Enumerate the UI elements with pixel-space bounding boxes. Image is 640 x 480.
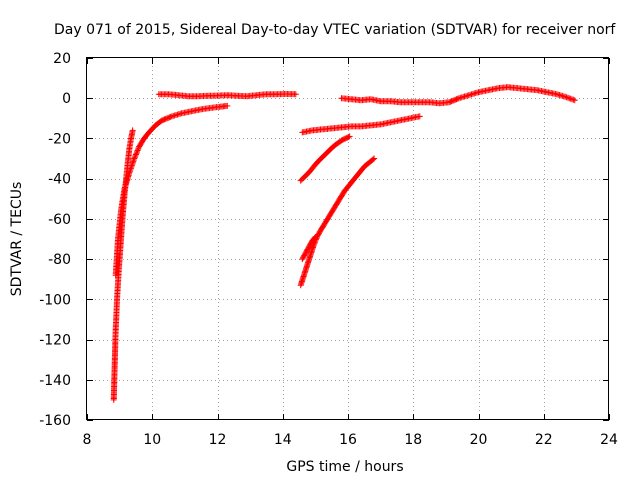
series-arc-8 xyxy=(338,84,578,107)
data-point xyxy=(132,151,139,158)
data-point xyxy=(569,96,576,103)
axis-ticks xyxy=(87,58,610,421)
x-tick-label: 14 xyxy=(274,432,292,448)
data-points xyxy=(110,84,578,403)
y-tick-label: -60 xyxy=(48,212,71,228)
x-tick-labels: 8 10 12 14 16 18 20 22 24 xyxy=(83,432,618,448)
data-point xyxy=(131,154,138,161)
data-point xyxy=(416,113,423,120)
y-tick-label: -20 xyxy=(48,131,71,147)
x-tick-label: 22 xyxy=(535,432,553,448)
x-tick-label: 20 xyxy=(470,432,488,448)
data-point xyxy=(133,150,140,157)
data-point xyxy=(131,155,138,162)
data-point xyxy=(129,127,136,134)
y-tick-label: 20 xyxy=(53,51,71,67)
data-point xyxy=(567,95,574,102)
data-point xyxy=(371,155,378,162)
y-tick-label: -160 xyxy=(39,413,71,429)
data-point xyxy=(134,148,141,155)
x-axis-title: GPS time / hours xyxy=(286,459,403,475)
series-arc-2 xyxy=(112,102,231,279)
y-tick-label: -120 xyxy=(39,333,71,349)
data-point xyxy=(346,133,353,140)
data-point xyxy=(564,94,571,101)
x-tick-label: 18 xyxy=(404,432,422,448)
series-arc-6 xyxy=(297,155,378,289)
data-point xyxy=(563,94,570,101)
data-point xyxy=(292,91,299,98)
grid xyxy=(87,58,609,420)
data-point xyxy=(566,95,573,102)
data-point xyxy=(132,152,139,159)
series-arc-7 xyxy=(299,233,319,263)
data-point xyxy=(370,156,377,163)
data-point xyxy=(135,146,142,153)
x-tick-label: 24 xyxy=(600,432,618,448)
data-point xyxy=(167,113,174,120)
y-tick-label: -100 xyxy=(39,292,71,308)
data-point xyxy=(345,134,352,141)
series-arc-4 xyxy=(299,113,423,136)
series-arc-3 xyxy=(155,90,299,100)
y-tick-label: 0 xyxy=(62,91,71,107)
y-tick-labels: -160 -140 -120 -100 -80 -60 -40 -20 0 20 xyxy=(39,51,71,429)
x-tick-label: 10 xyxy=(143,432,161,448)
data-point xyxy=(311,234,318,241)
data-point xyxy=(312,233,319,240)
series-arc-5 xyxy=(297,133,353,184)
chart-title: Day 071 of 2015, Sidereal Day-to-day VTE… xyxy=(54,22,616,38)
data-point xyxy=(454,95,461,102)
x-tick-label: 8 xyxy=(83,432,92,448)
x-tick-label: 16 xyxy=(339,432,357,448)
data-point xyxy=(134,147,141,154)
data-point xyxy=(224,102,231,109)
y-tick-label: -40 xyxy=(48,172,71,188)
y-tick-label: -140 xyxy=(39,373,71,389)
y-tick-label: -80 xyxy=(48,252,71,268)
y-axis-title: SDTVAR / TECUs xyxy=(9,182,25,297)
data-point xyxy=(571,97,578,104)
data-point xyxy=(570,96,577,103)
x-tick-label: 12 xyxy=(209,432,227,448)
plot-frame xyxy=(86,57,609,420)
